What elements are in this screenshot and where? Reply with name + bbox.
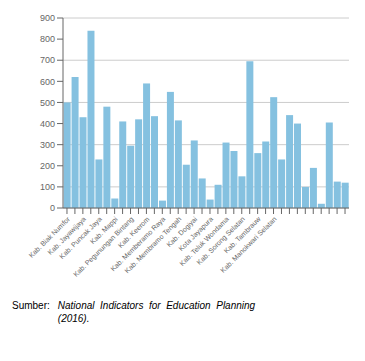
svg-text:100: 100 xyxy=(40,182,55,192)
svg-text:600: 600 xyxy=(40,77,55,87)
svg-text:Kab. Keerom: Kab. Keerom xyxy=(116,215,151,250)
svg-text:Kab. Jayawijaya: Kab. Jayawijaya xyxy=(46,215,88,256)
svg-text:Kab. Puncak Jaya: Kab. Puncak Jaya xyxy=(58,215,103,261)
svg-text:200: 200 xyxy=(40,161,55,171)
svg-text:500: 500 xyxy=(40,98,55,108)
svg-text:Kab. Dogiyai: Kab. Dogiyai xyxy=(165,215,199,249)
svg-text:Kab. Tambrauw: Kab. Tambrauw xyxy=(222,215,262,255)
svg-text:0: 0 xyxy=(50,203,55,213)
svg-text:400: 400 xyxy=(40,119,55,129)
svg-text:700: 700 xyxy=(40,55,55,65)
html-text:Sumber:: Sumber: xyxy=(12,300,50,311)
svg-text:Kab. Biak Numfor: Kab. Biak Numfor xyxy=(27,215,72,259)
svg-text:Kab. Memberamo Raya: Kab. Memberamo Raya xyxy=(109,215,167,273)
svg-text:900: 900 xyxy=(40,13,55,23)
svg-text:Kota Jayapura: Kota Jayapura xyxy=(177,215,215,253)
svg-text:Kab. Manokwari Selatan: Kab. Manokwari Selatan xyxy=(219,215,278,274)
svg-text:300: 300 xyxy=(40,140,55,150)
svg-text:Kab. Teluk Wondama: Kab. Teluk Wondama xyxy=(178,215,231,268)
html-text:National Indicators for Educat: National Indicators for Education Planni… xyxy=(57,300,256,324)
svg-text:Kab. Sorong Selatan: Kab. Sorong Selatan xyxy=(195,215,246,266)
svg-text:Kab. Pegunungan Bintang: Kab. Pegunungan Bintang xyxy=(72,215,135,278)
svg-text:Kab. Mappi: Kab. Mappi xyxy=(88,215,119,246)
svg-text:Kab. Membramo Tengah: Kab. Membramo Tengah xyxy=(123,215,183,275)
svg-text:800: 800 xyxy=(40,34,55,44)
